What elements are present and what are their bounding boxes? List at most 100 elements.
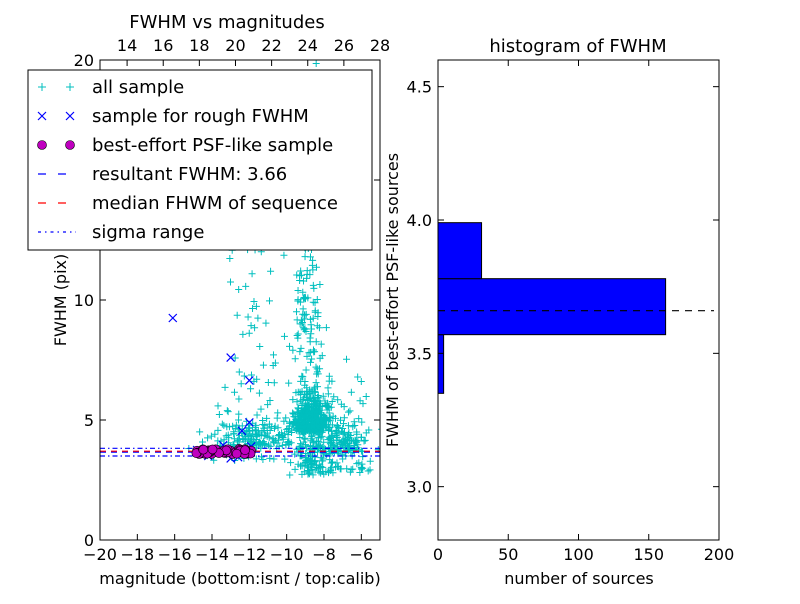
all-sample-point <box>299 305 307 313</box>
all-sample-point <box>308 355 316 363</box>
all-sample-point <box>293 398 301 406</box>
left-title: FWHM vs magnitudes <box>129 12 324 33</box>
all-sample-point <box>309 471 317 479</box>
all-sample-point <box>297 391 305 399</box>
all-sample-point <box>301 325 309 333</box>
all-sample-point <box>356 397 364 405</box>
all-sample-point <box>280 332 288 340</box>
all-sample-point <box>333 459 341 467</box>
all-sample-point <box>269 361 277 369</box>
all-sample-point <box>279 435 287 443</box>
left-xtick-label: −6 <box>350 545 374 564</box>
all-sample-point <box>306 389 314 397</box>
all-sample-point <box>293 308 301 316</box>
all-sample-point <box>316 365 324 373</box>
all-sample-point <box>278 432 286 440</box>
fwhm-histogram-plot: histogram of FWHM number of sources FWHM… <box>383 36 734 588</box>
all-sample-point <box>353 460 361 468</box>
all-sample-point <box>329 441 337 449</box>
histogram-bar <box>437 278 667 336</box>
all-sample-point <box>314 411 322 419</box>
left-top-xtick-label: 26 <box>334 36 354 55</box>
all-sample-point <box>250 436 258 444</box>
all-sample-point <box>362 392 370 400</box>
left-top-xtick-label: 16 <box>153 36 173 55</box>
all-sample-point <box>235 410 243 418</box>
all-sample-point <box>259 438 267 446</box>
all-sample-point <box>315 468 323 476</box>
all-sample-point <box>307 330 315 338</box>
all-sample-point <box>362 429 370 437</box>
all-sample-point <box>349 437 357 445</box>
all-sample-point <box>280 417 288 425</box>
best-effort-point <box>207 444 218 455</box>
all-sample-point <box>289 346 297 354</box>
all-sample-point <box>294 287 302 295</box>
all-sample-point <box>308 433 316 441</box>
all-sample-point <box>291 465 299 473</box>
all-sample-point <box>270 379 278 387</box>
all-sample-point <box>286 342 294 350</box>
all-sample-point <box>274 436 282 444</box>
all-sample-point <box>252 455 260 463</box>
all-sample-point <box>262 441 270 449</box>
all-sample-point <box>312 400 320 408</box>
all-sample-point <box>322 451 330 459</box>
all-sample-point <box>264 379 272 387</box>
all-sample-point <box>312 263 320 271</box>
all-sample-point <box>287 459 295 467</box>
all-sample-point <box>273 414 281 422</box>
all-sample-point <box>328 397 336 405</box>
all-sample-point <box>295 443 303 451</box>
all-sample-point <box>339 430 347 438</box>
series-best-effort <box>191 444 256 459</box>
all-sample-point <box>235 416 243 424</box>
all-sample-point <box>300 324 308 332</box>
all-sample-point <box>325 377 333 385</box>
all-sample-point <box>291 355 299 363</box>
all-sample-point <box>289 396 297 404</box>
all-sample-point <box>351 421 359 429</box>
right-ylabel: FWHM of best-effort PSF-like sources <box>383 153 402 447</box>
all-sample-point <box>309 410 317 418</box>
all-sample-point <box>361 436 369 444</box>
all-sample-point <box>233 311 241 319</box>
all-sample-point <box>265 420 273 428</box>
all-sample-point <box>323 399 331 407</box>
all-sample-point <box>246 431 254 439</box>
all-sample-point <box>259 361 267 369</box>
all-sample-point <box>262 431 270 439</box>
all-sample-point <box>265 297 273 305</box>
all-sample-point <box>319 392 327 400</box>
all-sample-point <box>340 428 348 436</box>
all-sample-point <box>357 447 365 455</box>
all-sample-point <box>266 396 274 404</box>
histogram-bar <box>437 222 483 280</box>
all-sample-point <box>238 422 246 430</box>
left-xtick-label: −16 <box>158 545 192 564</box>
all-sample-point <box>294 296 302 304</box>
all-sample-point <box>235 425 243 433</box>
all-sample-point <box>312 422 320 430</box>
all-sample-point <box>284 431 292 439</box>
all-sample-point <box>324 436 332 444</box>
all-sample-point <box>235 368 243 376</box>
all-sample-point <box>239 330 247 338</box>
all-sample-point <box>306 338 314 346</box>
all-sample-point <box>334 424 342 432</box>
all-sample-point <box>314 391 322 399</box>
all-sample-point <box>280 251 288 259</box>
legend-box <box>27 69 373 251</box>
all-sample-point <box>366 466 374 474</box>
rough-fwhm-point <box>244 375 254 385</box>
left-xtick-label: −8 <box>312 545 336 564</box>
all-sample-point <box>225 423 233 431</box>
all-sample-point <box>297 344 305 352</box>
all-sample-point <box>311 393 319 401</box>
all-sample-point <box>266 442 274 450</box>
all-sample-point <box>312 338 320 346</box>
all-sample-point <box>331 430 339 438</box>
right-ytick-label: 4.0 <box>407 211 432 230</box>
rough-fwhm-point <box>244 417 254 427</box>
right-title: histogram of FWHM <box>489 36 666 57</box>
